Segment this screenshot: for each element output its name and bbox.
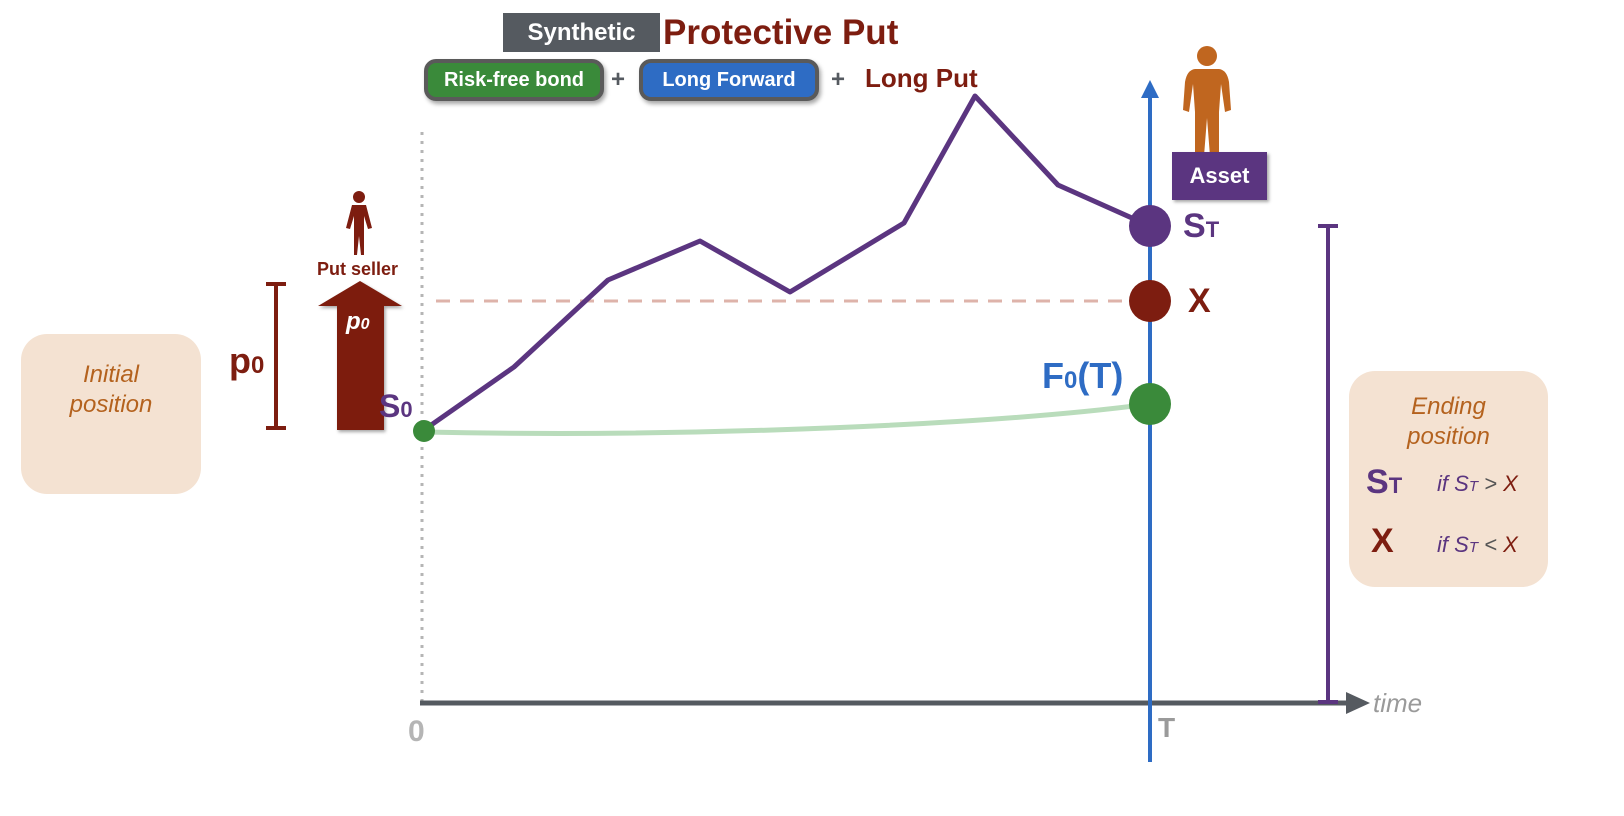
ending-row2-rel: <	[1477, 532, 1504, 557]
st-node	[1129, 205, 1171, 247]
premium-arrow	[318, 281, 402, 430]
premium-label-sub: 0	[251, 352, 265, 379]
forward-curve	[423, 401, 1151, 436]
initial-position-line1: Initial	[82, 361, 140, 388]
ending-row1-s-sub: T	[1468, 478, 1478, 495]
maturity-label: T	[1158, 712, 1176, 743]
ending-row2-condition: if ST < X	[1437, 532, 1518, 558]
asset-badge: Asset	[1172, 152, 1267, 200]
ending-position-line2: position	[1407, 423, 1490, 450]
asset-price-path	[422, 93, 1152, 433]
ending-row1-if: if	[1437, 471, 1455, 496]
st-label-main: S	[1183, 207, 1206, 245]
f0t-label: F0(T)	[1042, 355, 1123, 397]
s0-label-sub: 0	[400, 397, 413, 422]
ending-position-panel: Ending position ST if ST > X X if ST < X	[1349, 371, 1548, 587]
f0t-node	[1129, 383, 1171, 425]
premium-arrow-sub: 0	[360, 316, 370, 333]
ending-row1-condition: if ST > X	[1437, 471, 1518, 497]
ending-bracket	[1318, 224, 1338, 704]
maturity-arrowhead	[1141, 80, 1159, 98]
synthetic-label: Synthetic	[527, 18, 636, 46]
ending-row1-value: ST	[1366, 463, 1402, 502]
s0-label-main: S	[379, 388, 401, 424]
ending-row1-x: X	[1503, 471, 1518, 496]
st-label-sub: T	[1205, 217, 1220, 242]
asset-holder-figure-icon	[1183, 46, 1231, 156]
origin-label: 0	[408, 715, 425, 748]
strike-label: X	[1188, 282, 1211, 320]
synthetic-badge: Synthetic	[503, 13, 660, 52]
f0t-label-tail: (T)	[1077, 355, 1124, 396]
asset-label: Asset	[1189, 163, 1250, 188]
ending-row1-main: S	[1366, 463, 1389, 501]
st-label: ST	[1183, 207, 1219, 246]
premium-label-main: p	[229, 340, 251, 381]
long-put-label: Long Put	[865, 63, 978, 93]
premium-bracket	[266, 282, 286, 430]
plus-sign-1: +	[611, 66, 626, 93]
ending-row1-sub: T	[1388, 473, 1403, 498]
ending-row2-s: S	[1454, 532, 1469, 557]
ending-row2-if: if	[1437, 532, 1455, 557]
ending-row2-x: X	[1503, 532, 1518, 557]
f0t-label-sub: 0	[1064, 367, 1078, 394]
risk-free-bond-label: Risk-free bond	[443, 68, 585, 91]
long-forward-pill: Long Forward	[639, 59, 819, 101]
long-forward-label: Long Forward	[662, 68, 796, 91]
ending-row2-s-sub: T	[1468, 539, 1478, 556]
plus-sign-2: +	[831, 66, 846, 93]
premium-arrow-label: p0	[346, 308, 370, 336]
time-axis-label: time	[1373, 688, 1423, 718]
premium-arrow-main: p	[346, 308, 361, 335]
ending-position-line1: Ending	[1411, 393, 1486, 420]
initial-position-panel: Initial position	[21, 334, 201, 494]
s0-dot	[413, 420, 435, 442]
risk-free-bond-pill: Risk-free bond	[424, 59, 604, 101]
ending-row2-value: X	[1371, 522, 1394, 560]
x-node	[1129, 280, 1171, 322]
put-seller-figure-icon	[346, 191, 372, 255]
ending-row1-s: S	[1454, 471, 1469, 496]
initial-position-line2: position	[69, 391, 153, 418]
diagram-title: Protective Put	[663, 13, 899, 52]
s0-label: S0	[379, 388, 413, 425]
time-axis-arrowhead	[1346, 692, 1370, 714]
ending-row1-rel: >	[1477, 471, 1504, 496]
f0t-label-main: F	[1042, 355, 1064, 396]
put-seller-label: Put seller	[317, 259, 399, 279]
premium-label: p0	[229, 340, 264, 382]
